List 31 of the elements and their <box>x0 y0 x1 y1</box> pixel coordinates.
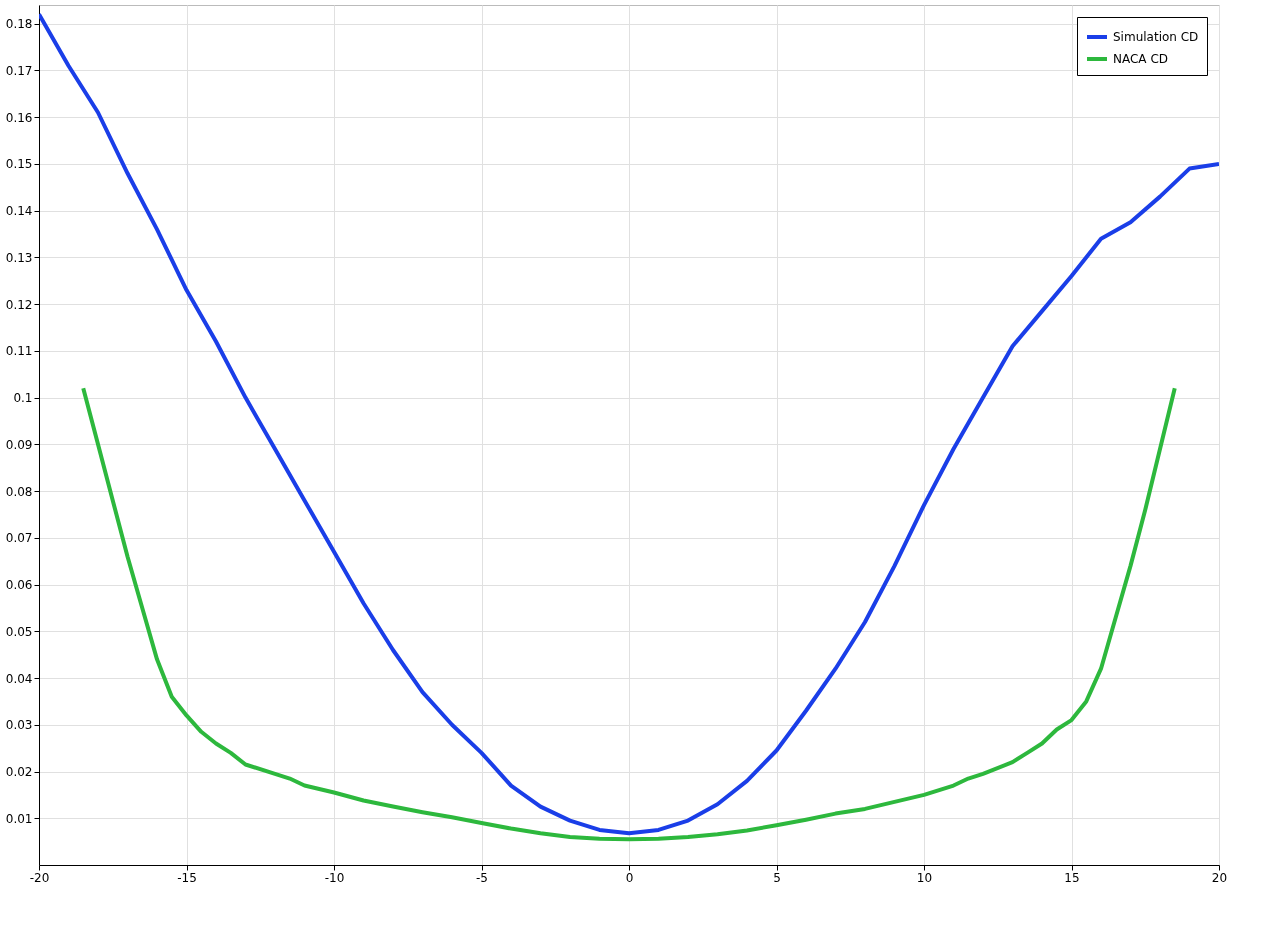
x-tick-label: -5 <box>476 870 488 885</box>
legend-label: NACA CD <box>1113 52 1168 66</box>
x-tick-label: 20 <box>1211 870 1228 885</box>
x-tick-label: -15 <box>177 870 197 885</box>
line-series <box>81 386 1177 842</box>
y-tick-label: 0.04 <box>5 671 33 686</box>
y-tick-label: 0.16 <box>5 110 33 125</box>
y-tick-label: 0.11 <box>5 344 33 359</box>
y-tick-label: 0.1 <box>13 391 33 406</box>
x-tick-label: 0 <box>625 870 634 885</box>
x-tick-label: 15 <box>1064 870 1080 885</box>
y-tick-label: 0.12 <box>5 297 33 312</box>
y-tick-label: 0.05 <box>5 624 33 639</box>
y-tick-label: 0.18 <box>5 17 33 32</box>
x-tick-label: 10 <box>916 870 933 885</box>
y-tick-label: 0.01 <box>5 811 33 826</box>
x-tick-label: -20 <box>29 870 50 885</box>
y-tick-label: 0.17 <box>5 63 33 78</box>
x-tick-label: 5 <box>773 870 781 885</box>
y-tick-label: 0.07 <box>5 531 33 546</box>
y-tick-label: 0.08 <box>5 484 33 499</box>
y-tick-label: 0.02 <box>5 765 33 780</box>
y-tick-label: 0.06 <box>5 578 33 593</box>
line-series <box>39 12 1219 836</box>
y-tick-label: 0.14 <box>5 204 33 219</box>
y-tick-label: 0.15 <box>5 157 33 172</box>
x-tick-label: -10 <box>324 870 345 885</box>
y-tick-label: 0.09 <box>5 437 33 452</box>
y-tick-label: 0.03 <box>5 718 33 733</box>
legend-label: Simulation CD <box>1113 30 1199 44</box>
y-tick-label: 0.13 <box>5 250 33 265</box>
